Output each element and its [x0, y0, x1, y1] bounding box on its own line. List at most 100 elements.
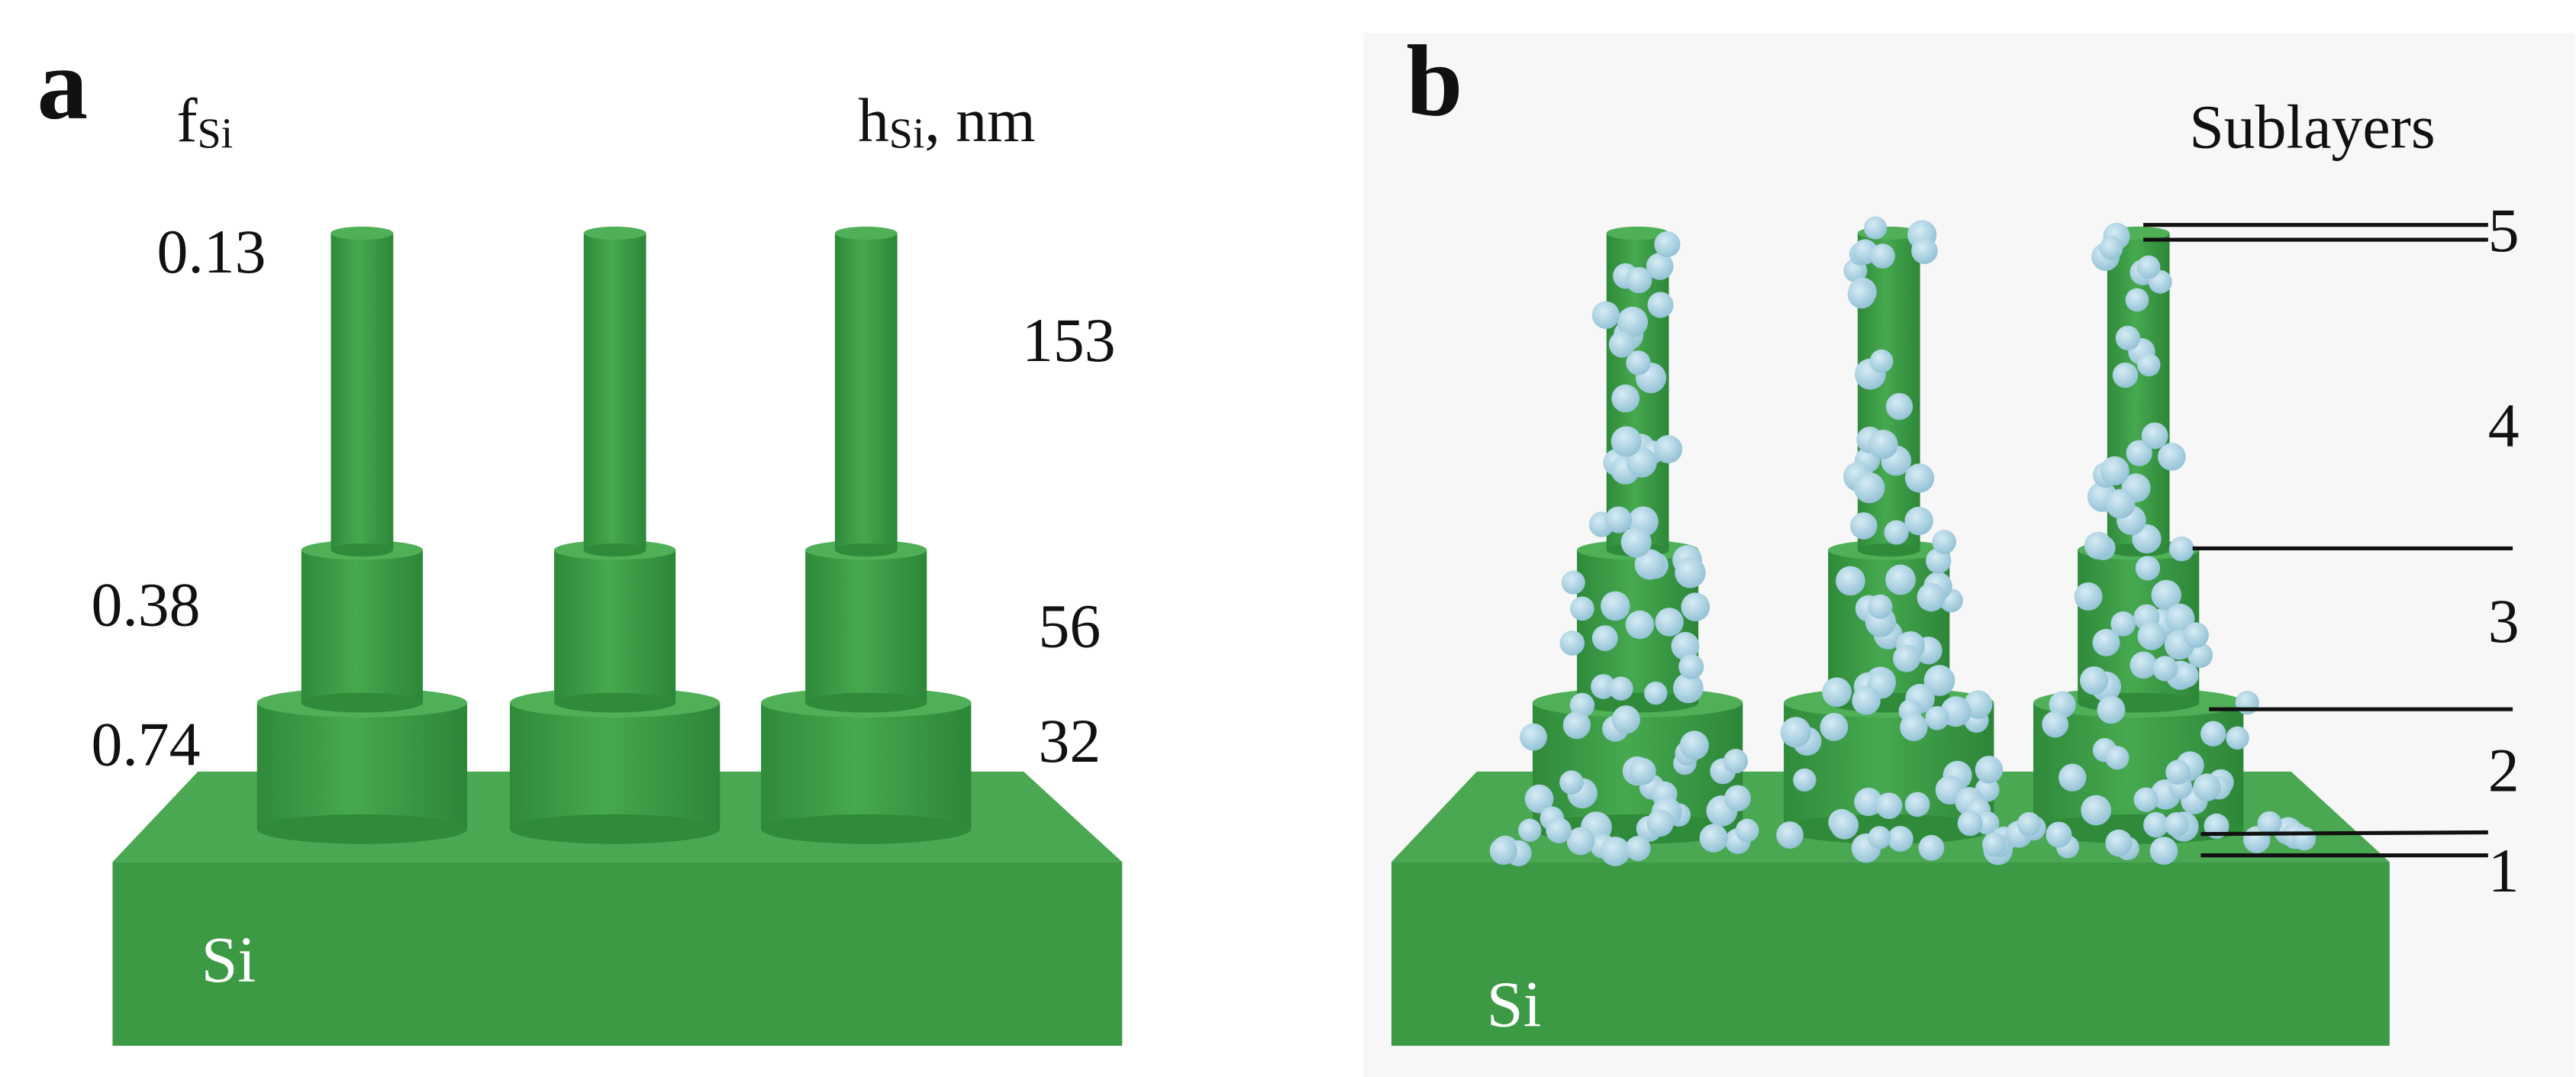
- nanoparticle: [1776, 821, 1804, 849]
- pillar-tier-top: [1606, 226, 1669, 240]
- nanoparticle: [2105, 829, 2133, 857]
- nanoparticle: [1610, 426, 1642, 457]
- nanoparticle: [1904, 792, 1930, 817]
- nanoparticle: [1654, 231, 1681, 258]
- subscript: Si: [889, 111, 925, 158]
- nanoparticle: [1793, 768, 1817, 792]
- pillar-tier: [330, 233, 394, 550]
- pillar-tier-bottom: [301, 692, 423, 713]
- nanoparticle: [1900, 713, 1928, 742]
- nanoparticle: [1868, 594, 1893, 619]
- fraction-label: 0.13: [157, 217, 266, 286]
- pillar-tier: [583, 233, 646, 550]
- nanoparticle: [1875, 792, 1903, 820]
- nanoparticle: [1644, 681, 1668, 705]
- substrate-front: [1391, 862, 2390, 1046]
- nanoparticle: [1591, 625, 1618, 652]
- nanoparticle: [2183, 622, 2209, 648]
- nanoparticle: [1917, 582, 1946, 612]
- nanoparticle: [1975, 811, 2000, 835]
- nanoparticle: [1836, 566, 1865, 596]
- substrate-label: Si: [1487, 967, 1542, 1040]
- panel-b: Si: [1391, 216, 2390, 1046]
- pillar-tier: [834, 233, 898, 550]
- nanoparticle: [2133, 787, 2158, 812]
- nanoparticle: [1723, 749, 1749, 774]
- pillar-tier-bottom: [761, 814, 972, 844]
- nanoparticle: [1678, 653, 1704, 680]
- nanoparticle: [1626, 350, 1651, 376]
- nanoparticle: [1625, 266, 1652, 294]
- nanoparticle: [1518, 818, 1542, 842]
- nanoparticle: [1850, 512, 1878, 540]
- pillar-tier-bottom: [554, 692, 676, 713]
- nanoparticle: [1611, 705, 1640, 734]
- pillar-tier-bottom: [583, 543, 646, 557]
- pillar-tier: [805, 550, 927, 703]
- height-header: hSi, nm: [858, 85, 1036, 158]
- nanoparticle: [1885, 564, 1916, 595]
- nanoparticle: [1655, 608, 1684, 637]
- pillar-tier-bottom: [834, 543, 898, 557]
- height-label: 32: [1039, 706, 1101, 776]
- nanoparticle: [2136, 353, 2161, 377]
- nanoparticle: [1646, 253, 1674, 280]
- nanoparticle: [2081, 795, 2112, 826]
- nanoparticle: [1591, 301, 1620, 329]
- nanoparticle: [2126, 440, 2152, 466]
- nanoparticle: [2137, 621, 2166, 650]
- nanoparticle: [1822, 677, 1852, 708]
- sublayer-number: 2: [2488, 736, 2520, 805]
- nanoparticle: [1864, 216, 1888, 240]
- nanoparticle: [2164, 812, 2189, 837]
- pillar-tier-top: [834, 226, 898, 240]
- nanoparticle: [1735, 818, 1759, 843]
- pillar-tier: [301, 550, 423, 703]
- nanoparticle: [1868, 826, 1891, 850]
- nanoparticle: [1629, 757, 1656, 785]
- nanoparticle: [2165, 759, 2191, 785]
- nanoparticle: [2017, 811, 2042, 837]
- nanoparticle: [1852, 686, 1881, 715]
- nanoparticle: [2193, 773, 2221, 801]
- nanoparticle: [2105, 489, 2136, 519]
- nanoparticle: [2080, 666, 2109, 695]
- sublayer-number: 1: [2488, 836, 2520, 905]
- fraction-header: fSi: [176, 85, 233, 158]
- nanoparticle: [2200, 721, 2226, 746]
- panel-letter: a: [37, 27, 89, 140]
- nanoparticle: [1489, 837, 1518, 865]
- pillar-tier-bottom: [805, 692, 927, 713]
- nanoparticle: [1671, 631, 1700, 660]
- nanoparticle: [2112, 362, 2139, 389]
- nanoparticle: [1957, 811, 1983, 837]
- nanoparticle: [1601, 591, 1630, 621]
- substrate-label: Si: [202, 923, 256, 996]
- nanoparticle: [2136, 255, 2161, 279]
- nanoparticle: [1634, 549, 1665, 580]
- nanoparticle: [2292, 827, 2316, 851]
- nanoparticle: [1854, 787, 1883, 817]
- nanoparticle: [1559, 630, 1585, 656]
- nanoparticle: [1853, 472, 1885, 504]
- nanoparticle: [2059, 763, 2087, 792]
- nanoparticle: [1627, 447, 1657, 478]
- nanoparticle: [2097, 695, 2126, 724]
- nanoparticle: [2046, 821, 2072, 848]
- nanoparticle: [2151, 579, 2181, 611]
- nanoparticle: [2226, 726, 2249, 750]
- panel-a: Si: [112, 226, 1123, 1046]
- nanoparticle: [1925, 548, 1952, 574]
- pillar-tier-bottom: [256, 814, 468, 844]
- fraction-label: 0.38: [91, 569, 200, 639]
- nanoparticle: [2105, 746, 2129, 770]
- pillar-tier: [761, 702, 972, 830]
- subscript: Si: [198, 111, 234, 158]
- nanoparticle: [1675, 556, 1706, 588]
- nanoparticle: [1609, 676, 1633, 701]
- nanoparticle: [1893, 644, 1920, 672]
- nanoparticle: [1982, 832, 2007, 857]
- nanoparticle: [1617, 306, 1649, 337]
- substrate-front: [112, 862, 1123, 1046]
- nanoparticle: [2152, 656, 2178, 682]
